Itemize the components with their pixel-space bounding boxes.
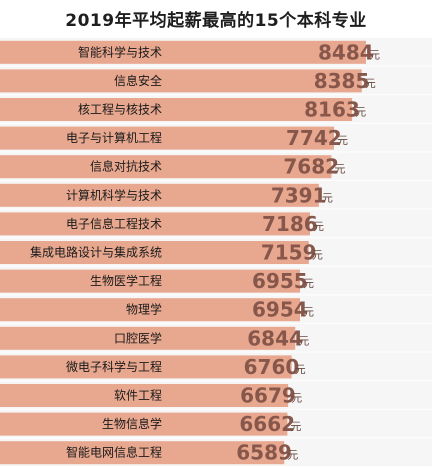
bar (0, 298, 300, 322)
bar (0, 212, 311, 236)
category-label: 智能科学与技术 (78, 44, 162, 59)
unit-label: 元 (334, 163, 345, 176)
bar (0, 326, 296, 350)
category-label: 口腔医学 (114, 330, 162, 345)
value-label: 6662 (239, 412, 295, 436)
category-label: 电子与计算机工程 (66, 130, 162, 145)
value-label: 6844 (247, 326, 303, 350)
value-label: 8163 (304, 98, 360, 122)
category-label: 集成电路设计与集成系统 (30, 245, 162, 260)
bar (0, 40, 366, 64)
value-label: 7159 (261, 241, 317, 265)
bar (0, 384, 289, 407)
value-label: 8385 (314, 69, 370, 93)
unit-label: 元 (291, 392, 302, 405)
value-label: 6679 (240, 384, 296, 408)
category-label: 生物信息学 (102, 416, 162, 431)
unit-label: 元 (287, 449, 298, 462)
bar (0, 183, 319, 207)
bar (0, 98, 353, 121)
unit-label: 元 (355, 106, 366, 119)
unit-label: 元 (337, 134, 348, 147)
unit-label: 元 (298, 334, 309, 347)
bar (0, 241, 309, 264)
category-label: 计算机科学与技术 (66, 187, 162, 202)
value-label: 6589 (236, 441, 292, 465)
category-label: 智能电网信息工程 (66, 445, 162, 460)
category-label: 物理学 (126, 302, 162, 317)
bar (0, 126, 334, 150)
unit-label: 元 (369, 48, 380, 61)
value-label: 7186 (262, 212, 318, 236)
value-label: 6955 (252, 269, 308, 293)
value-label: 8484 (318, 40, 374, 64)
unit-label: 元 (365, 77, 376, 90)
bar (0, 69, 362, 93)
unit-label: 元 (290, 420, 301, 433)
bar (0, 441, 285, 465)
category-label: 生物医学工程 (90, 273, 162, 288)
bar (0, 269, 301, 293)
value-label: 7682 (283, 155, 339, 179)
category-label: 微电子科学与工程 (66, 359, 162, 374)
bar (0, 355, 292, 379)
unit-label: 元 (303, 277, 314, 290)
bar (0, 155, 332, 179)
category-label: 电子信息工程技术 (66, 216, 162, 231)
unit-label: 元 (295, 363, 306, 376)
bar (0, 412, 288, 436)
category-label: 软件工程 (114, 388, 162, 403)
category-label: 信息对抗技术 (90, 159, 162, 174)
chart-title: 2019年平均起薪最高的15个本科专业 (65, 11, 367, 31)
unit-label: 元 (303, 306, 314, 319)
category-label: 核工程与核技术 (78, 102, 162, 117)
value-label: 7742 (286, 126, 342, 150)
value-label: 6954 (252, 298, 308, 322)
category-label: 信息安全 (114, 73, 162, 88)
unit-label: 元 (322, 191, 333, 204)
unit-label: 元 (312, 249, 323, 262)
value-label: 6760 (244, 355, 300, 379)
unit-label: 元 (313, 220, 324, 233)
value-label: 7391 (271, 183, 327, 207)
